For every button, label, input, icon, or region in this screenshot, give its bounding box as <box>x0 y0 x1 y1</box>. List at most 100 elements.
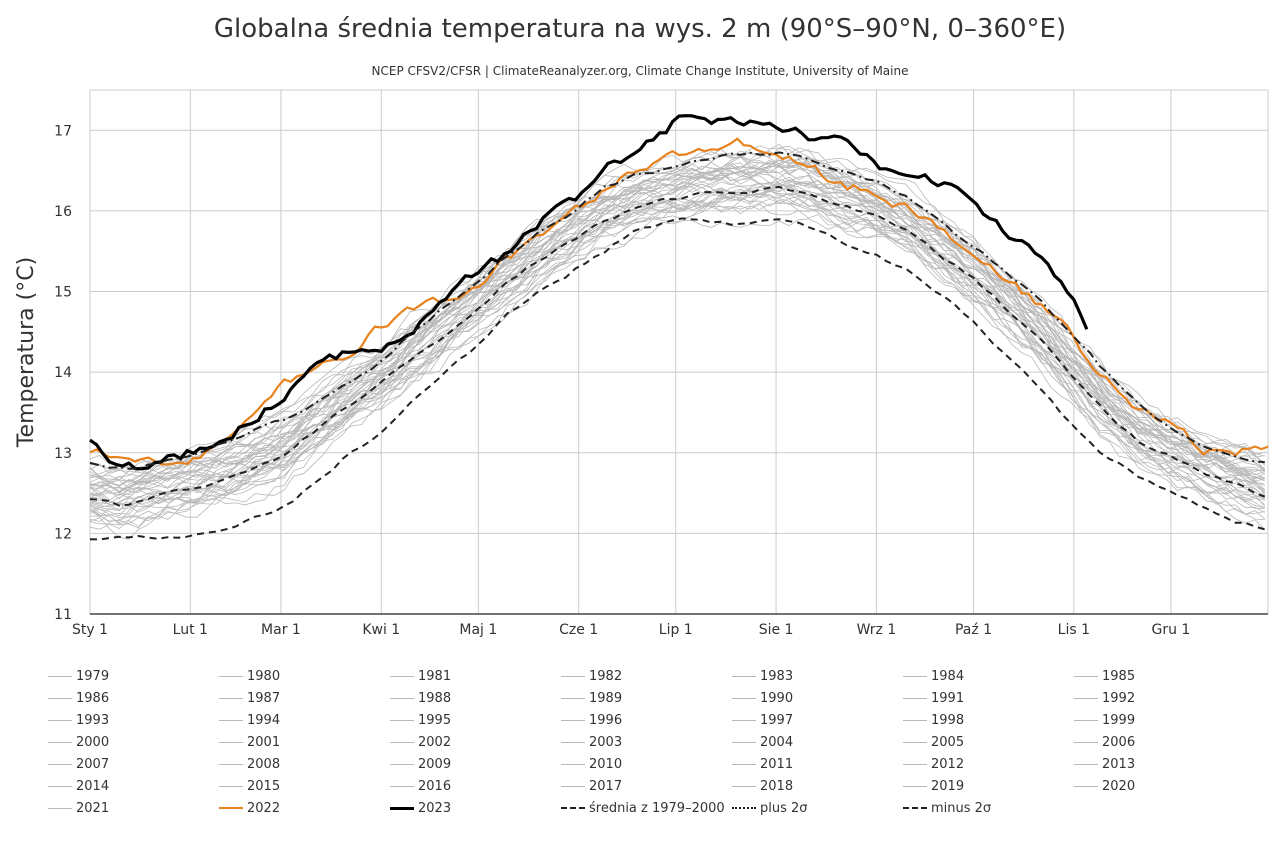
legend-label: 2011 <box>760 756 794 772</box>
plot-area <box>89 89 1269 615</box>
legend-item: 2017 <box>561 778 732 794</box>
legend-swatch-icon <box>561 763 585 765</box>
legend-item: 2008 <box>219 756 390 772</box>
series-line-1993 <box>89 183 1265 509</box>
legend-swatch-icon <box>732 675 756 677</box>
legend-item: 2005 <box>903 734 1074 750</box>
legend-swatch-icon <box>561 697 585 699</box>
legend-label: 1991 <box>931 690 965 706</box>
x-tick-label: Paź 1 <box>955 622 992 638</box>
chart-title: Globalna średnia temperatura na wys. 2 m… <box>213 14 1067 44</box>
chart-subtitle: NCEP CFSV2/CFSR | ClimateReanalyzer.org,… <box>371 64 909 78</box>
legend-item: 2004 <box>732 734 903 750</box>
y-tick-label: 11 <box>54 607 72 623</box>
legend-item: 2021 <box>48 800 219 816</box>
legend-item: 1993 <box>48 712 219 728</box>
series-line-2011 <box>89 165 1265 495</box>
legend-swatch-icon <box>48 807 72 809</box>
legend-label: 1990 <box>760 690 794 706</box>
legend-label: 1980 <box>247 668 281 684</box>
legend-label: 1997 <box>760 712 794 728</box>
legend-item: minus 2σ <box>903 800 1074 816</box>
legend-swatch-icon <box>732 763 756 765</box>
legend-swatch-icon <box>561 785 585 787</box>
legend-label: 1998 <box>931 712 965 728</box>
legend-swatch-icon <box>903 741 927 743</box>
legend-item: 2011 <box>732 756 903 772</box>
series-line-2004 <box>89 162 1265 488</box>
y-tick-label: 13 <box>54 446 72 462</box>
series-line-2012 <box>89 156 1266 493</box>
legend-label: 2013 <box>1102 756 1136 772</box>
legend-item: 1982 <box>561 668 732 684</box>
legend-label: 2017 <box>589 778 623 794</box>
legend-swatch-icon <box>48 675 72 677</box>
series-line-plus-2- <box>89 151 1265 470</box>
legend-label: 1984 <box>931 668 965 684</box>
legend-label: 1989 <box>589 690 623 706</box>
x-tick-label: Cze 1 <box>559 622 598 638</box>
legend-item: 2020 <box>1074 778 1245 794</box>
x-tick-label: Mar 1 <box>261 622 301 638</box>
legend-swatch-icon <box>1074 719 1098 721</box>
legend-swatch-icon <box>48 697 72 699</box>
legend-label: 2002 <box>418 734 452 750</box>
legend-item: 1996 <box>561 712 732 728</box>
legend-item: 2007 <box>48 756 219 772</box>
x-tick-label: Sty 1 <box>72 622 108 638</box>
legend-label: 2003 <box>589 734 623 750</box>
x-tick-label: Wrz 1 <box>857 622 897 638</box>
legend-label: 1985 <box>1102 668 1136 684</box>
legend-swatch-icon <box>390 806 414 810</box>
legend-item: 2009 <box>390 756 561 772</box>
legend-item: 2015 <box>219 778 390 794</box>
x-tick-label: Kwi 1 <box>362 622 400 638</box>
legend-swatch-icon <box>903 785 927 787</box>
legend-item: 2022 <box>219 800 390 816</box>
legend-swatch-icon <box>219 697 243 699</box>
legend-swatch-icon <box>219 675 243 677</box>
legend-swatch-icon <box>1074 763 1098 765</box>
x-tick-label: Lis 1 <box>1058 622 1090 638</box>
legend-item: 1999 <box>1074 712 1245 728</box>
legend-label: 2001 <box>247 734 281 750</box>
legend-swatch-icon <box>48 719 72 721</box>
legend-label: 2012 <box>931 756 965 772</box>
legend-swatch-icon <box>732 697 756 699</box>
legend-item: 1979 <box>48 668 219 684</box>
legend-swatch-icon <box>219 807 243 809</box>
legend-item: 2023 <box>390 800 561 816</box>
legend-label: 2000 <box>76 734 110 750</box>
legend-item: 1995 <box>390 712 561 728</box>
legend-item: 2010 <box>561 756 732 772</box>
legend-swatch-icon <box>390 675 414 677</box>
legend-label: 1993 <box>76 712 110 728</box>
legend-swatch-icon <box>390 719 414 721</box>
legend-swatch-icon <box>732 719 756 721</box>
legend-swatch-icon <box>903 763 927 765</box>
legend-item: 2003 <box>561 734 732 750</box>
legend-label: 1986 <box>76 690 110 706</box>
legend-swatch-icon <box>561 675 585 677</box>
series-line-2023 <box>89 114 1089 471</box>
x-tick-label: Maj 1 <box>459 622 497 638</box>
series-line-1980 <box>89 198 1266 529</box>
legend-swatch-icon <box>561 807 585 809</box>
legend-label: 2010 <box>589 756 623 772</box>
legend-swatch-icon <box>1074 785 1098 787</box>
legend-swatch-icon <box>1074 675 1098 677</box>
legend-label: 1994 <box>247 712 281 728</box>
legend-item: 1986 <box>48 690 219 706</box>
legend-item: 2000 <box>48 734 219 750</box>
x-tick-label: Lut 1 <box>173 622 208 638</box>
series-line-2013 <box>89 159 1266 487</box>
y-axis-label: Temperatura (°C) <box>14 257 39 448</box>
legend-swatch-icon <box>219 741 243 743</box>
legend-item: 1988 <box>390 690 561 706</box>
series-line-2020 <box>89 149 1266 485</box>
legend-label: 1987 <box>247 690 281 706</box>
legend-label: 2014 <box>76 778 110 794</box>
series-line-1999 <box>89 184 1265 505</box>
legend-label: 2022 <box>247 800 281 816</box>
line-chart: Sty 1 Lut 1 Mar 1 Kwi 1 Maj 1 Cze 1 Lip 1 Sie 1… <box>14 89 1269 638</box>
